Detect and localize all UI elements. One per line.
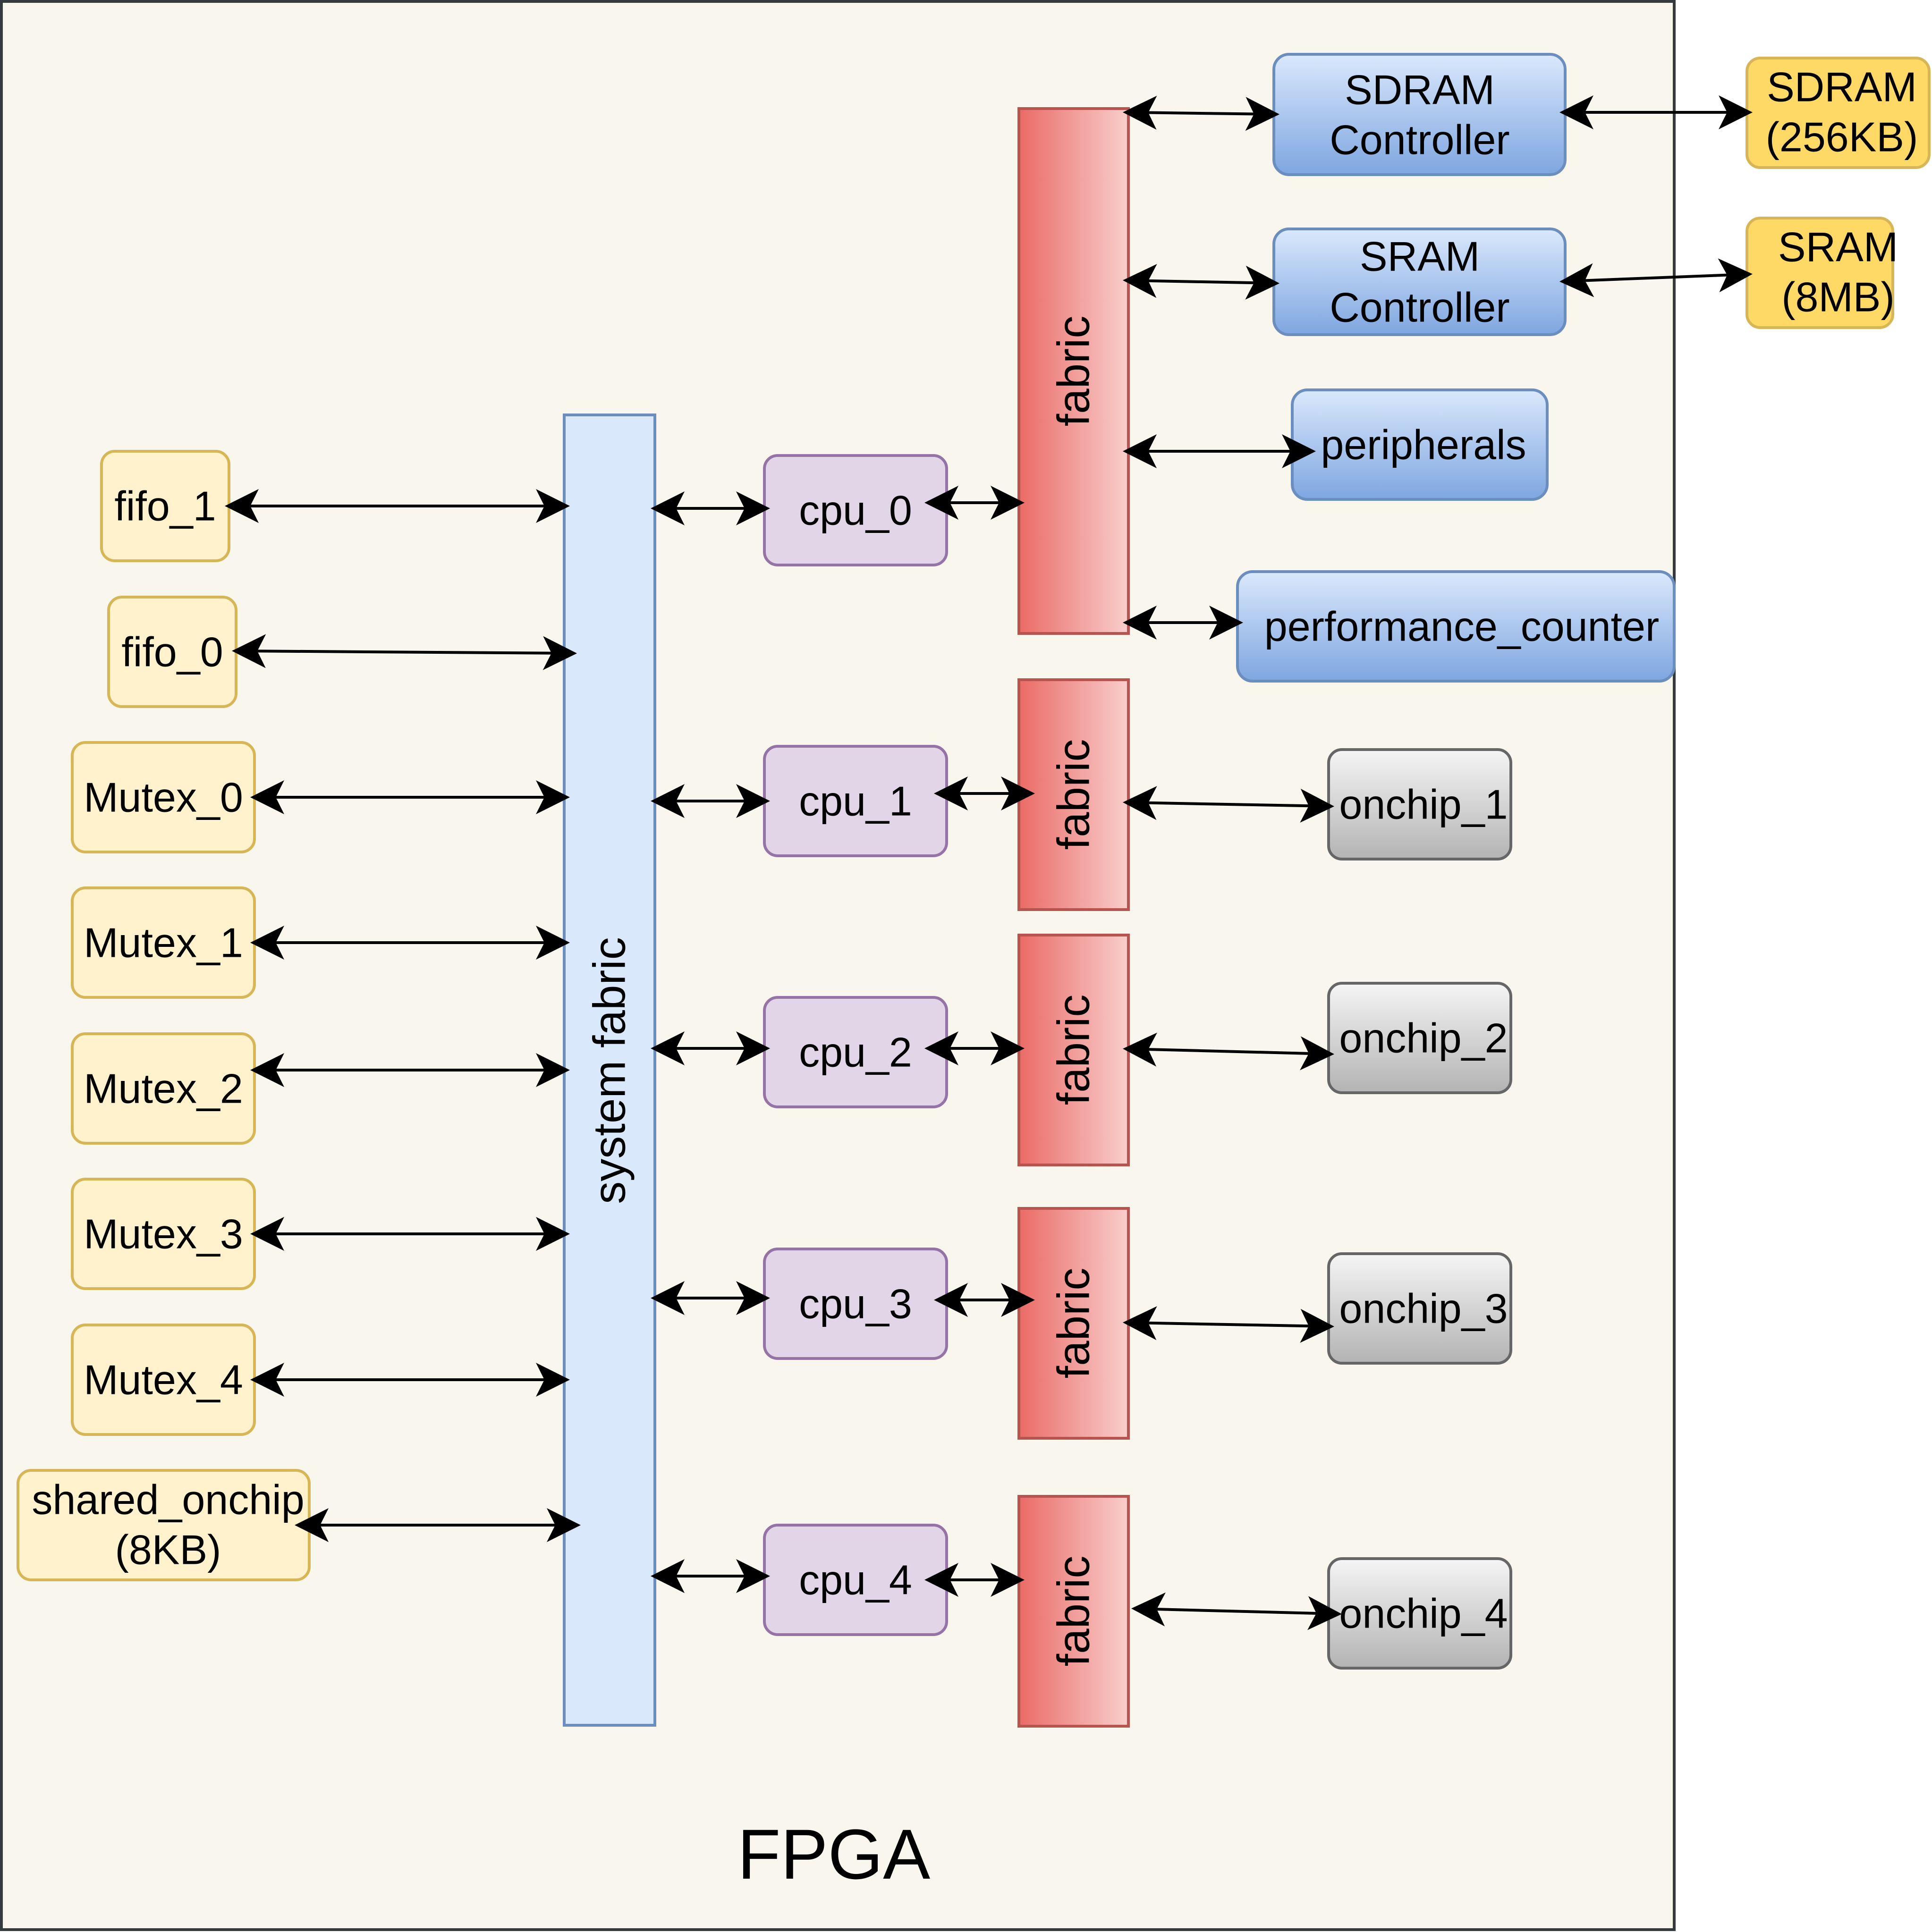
- shared-onchip-label: shared_onchip: [32, 1476, 304, 1523]
- system-fabric-label: system fabric: [585, 937, 635, 1204]
- cpu-3-label: cpu_3: [799, 1281, 912, 1327]
- mutex-1-label: Mutex_1: [84, 920, 243, 966]
- fabric-0-label: fabric: [1049, 316, 1099, 427]
- sram-memory-size: (8MB): [1781, 274, 1895, 321]
- cpu-0-label: cpu_0: [799, 487, 912, 534]
- cpu-2-label: cpu_2: [799, 1029, 912, 1076]
- fifo-1-label: fifo_1: [114, 483, 216, 530]
- mutex-4-label: Mutex_4: [84, 1357, 243, 1403]
- sdram-memory-size: (256KB): [1766, 114, 1918, 160]
- fabric-3: [1017, 1207, 1130, 1440]
- fifo-0-connection: [232, 634, 577, 670]
- cpu-1-label: cpu_1: [799, 778, 912, 825]
- fabric-3-label: fabric: [1049, 1268, 1099, 1379]
- sdram-memory-label: SDRAM: [1767, 64, 1917, 110]
- sram-controller-label-2: Controller: [1330, 284, 1509, 331]
- fabric-2-label: fabric: [1049, 995, 1099, 1105]
- mutex-0-label: Mutex_0: [84, 774, 243, 821]
- fabric-1-label: fabric: [1049, 739, 1099, 850]
- fpga-label: FPGA: [737, 1814, 930, 1894]
- sdram-controller-label-2: Controller: [1330, 117, 1509, 163]
- sram-controller-memory-connection: [1559, 258, 1753, 297]
- fabric-sram-controller-connection: [1123, 264, 1280, 300]
- sdram-controller-label-1: SDRAM: [1345, 67, 1495, 113]
- fabric-2-onchip-2-connection: [1123, 1032, 1334, 1071]
- system-fabric: [563, 413, 656, 1727]
- fabric-4-label: fabric: [1049, 1556, 1099, 1667]
- onchip-3-label: onchip_3: [1339, 1285, 1508, 1332]
- fabric-sdram-controller-connection: [1123, 95, 1280, 131]
- onchip-4-label: onchip_4: [1339, 1590, 1508, 1637]
- fabric-4-onchip-4-connection: [1131, 1592, 1342, 1630]
- onchip-1-label: onchip_1: [1339, 781, 1508, 828]
- shared-onchip-size: (8KB): [115, 1527, 221, 1573]
- mutex-2-block: [71, 1032, 256, 1145]
- mutex-2-label: Mutex_2: [84, 1065, 243, 1112]
- fabric-3-onchip-3-connection: [1123, 1306, 1334, 1343]
- fabric-1-onchip-1-connection: [1123, 786, 1334, 823]
- fifo-0-label: fifo_0: [121, 629, 223, 675]
- sram-controller-label-1: SRAM: [1360, 233, 1480, 280]
- cpu-4-label: cpu_4: [799, 1557, 912, 1603]
- mutex-3-label: Mutex_3: [84, 1211, 243, 1257]
- onchip-2-label: onchip_2: [1339, 1015, 1508, 1062]
- peripherals-label: peripherals: [1321, 422, 1526, 468]
- sram-memory-label: SRAM: [1778, 224, 1898, 270]
- fabric-4: [1017, 1495, 1130, 1728]
- performance-counter-label: performance_counter: [1264, 603, 1659, 650]
- fabric-0: [1017, 107, 1130, 635]
